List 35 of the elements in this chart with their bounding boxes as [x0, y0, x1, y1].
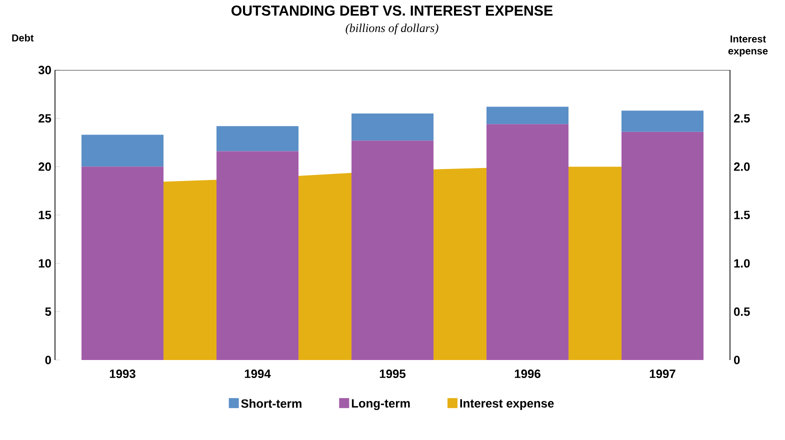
chart-subtitle: (billions of dollars)	[346, 24, 438, 35]
y-tick-label: 0	[45, 356, 51, 364]
bar	[352, 140, 434, 360]
bar	[82, 134, 164, 167]
y-tick-label: 15	[38, 210, 52, 220]
x-tick-label: 1996	[514, 370, 540, 378]
chart-title: OUTSTANDING DEBT VS. INTEREST EXPENSE	[232, 6, 553, 16]
legend-label: Interest expense	[460, 399, 554, 410]
x-tick-label: 1995	[380, 370, 406, 378]
bar	[486, 124, 568, 360]
y2-tick-label: 0.5	[734, 307, 750, 316]
y-tick-label: 25	[38, 114, 52, 123]
y-axis-title: Debt	[12, 34, 34, 42]
y2-axis-title: Interest expense	[728, 36, 768, 56]
y2-tick-label: 2.0	[734, 162, 750, 171]
y2-tick-label: 1.5	[734, 210, 750, 220]
y-tick-label: 10	[38, 259, 51, 268]
bar	[622, 132, 704, 360]
x-tick-label: 1997	[650, 370, 676, 378]
bar	[82, 166, 164, 360]
y-tick-label: 20	[38, 162, 51, 171]
bar	[486, 106, 568, 124]
y-tick-label: 30	[38, 66, 51, 74]
legend-label: Short-term	[241, 399, 302, 408]
bar	[352, 114, 434, 141]
bar	[622, 110, 704, 132]
y2-tick-label: 0	[734, 356, 740, 364]
x-tick-label: 1993	[110, 370, 136, 378]
y-tick-label: 5	[45, 307, 52, 316]
bar	[216, 151, 298, 360]
x-tick-label: 1994	[244, 370, 271, 378]
legend-label: Long-term	[352, 399, 410, 410]
y2-tick-label: 2.5	[734, 114, 750, 123]
bar	[216, 126, 298, 152]
y2-tick-label: 1.0	[734, 259, 750, 268]
